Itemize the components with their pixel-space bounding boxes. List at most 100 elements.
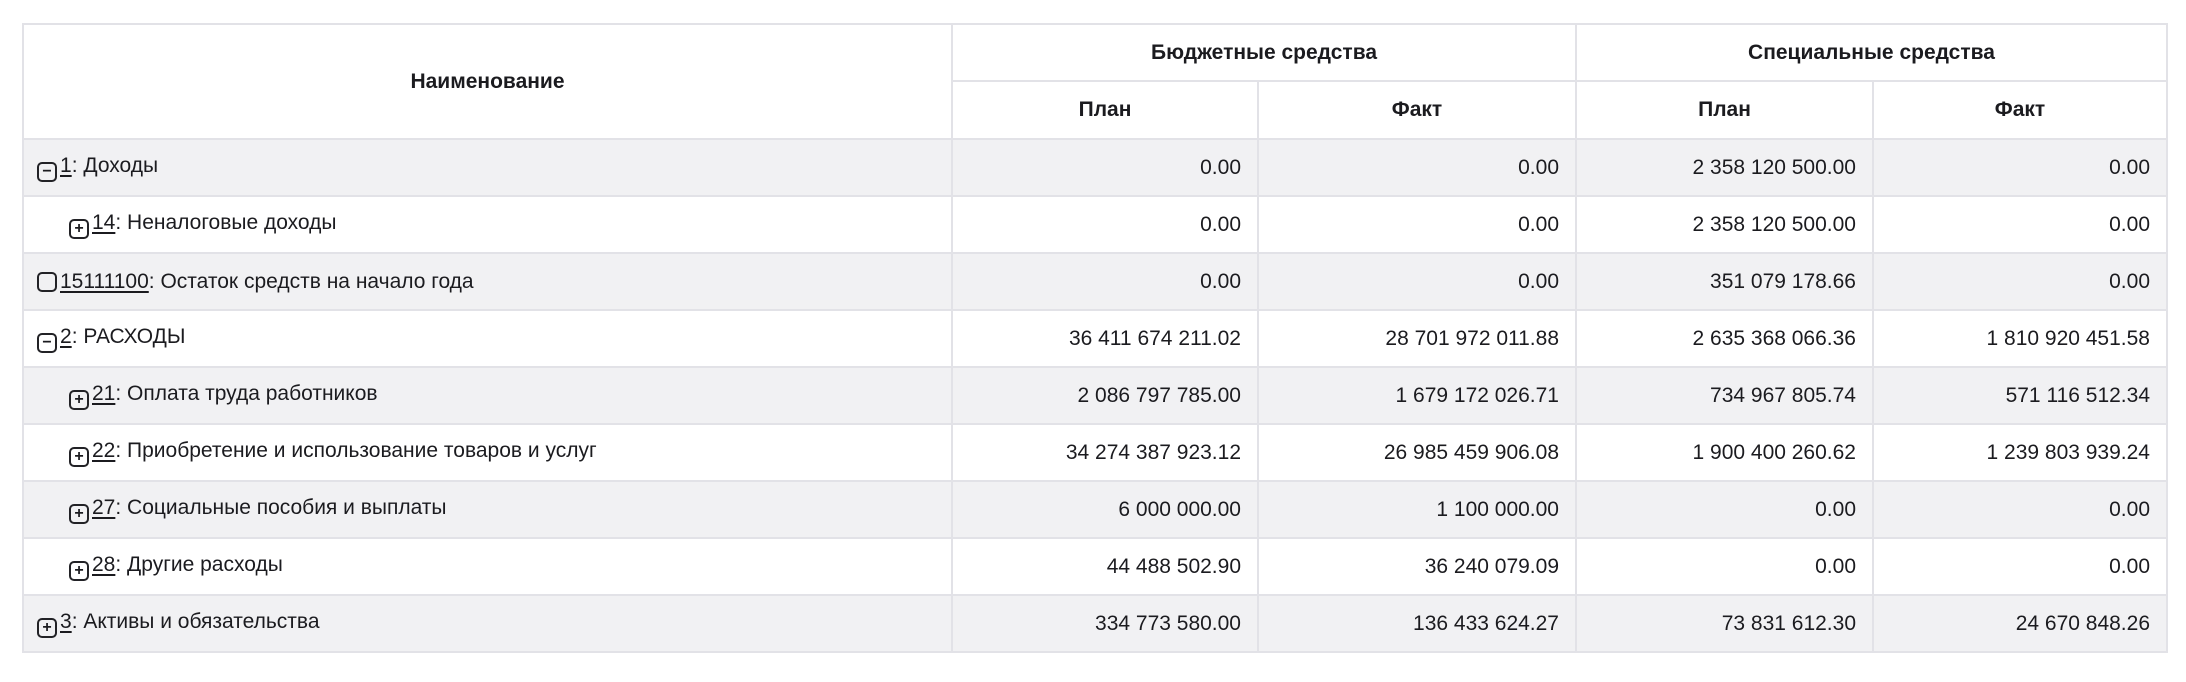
table-row: +27: Социальные пособия и выплаты 6 000 0… xyxy=(22,480,2168,539)
column-header-special-fact: Факт xyxy=(1872,80,2168,140)
budget-report-table: Наименование Бюджетные средства Специаль… xyxy=(22,23,2168,653)
column-header-budget-plan: План xyxy=(951,80,1259,140)
table-row: +21: Оплата труда работников 2 086 797 78… xyxy=(22,366,2168,425)
value-cell: 0.00 xyxy=(1872,138,2168,197)
value-cell: 0.00 xyxy=(1257,252,1577,311)
row-name: Оплата труда работников xyxy=(127,381,378,405)
value-cell: 6 000 000.00 xyxy=(951,480,1259,539)
value-cell: 136 433 624.27 xyxy=(1257,594,1577,653)
table-body: −1: Доходы 0.00 0.00 2 358 120 500.00 0.00 +1… xyxy=(22,138,2168,653)
value-cell: 0.00 xyxy=(1575,480,1874,539)
table-row: −2: РАСХОДЫ 36 411 674 211.02 28 701 972 0… xyxy=(22,309,2168,368)
column-header-budget-fact: Факт xyxy=(1257,80,1577,140)
value-cell: 1 810 920 451.58 xyxy=(1872,309,2168,368)
code-separator: : xyxy=(71,324,84,348)
value-cell: 44 488 502.90 xyxy=(951,537,1259,596)
expand-icon[interactable]: + xyxy=(69,503,89,524)
collapse-icon[interactable]: − xyxy=(37,332,57,353)
table-row: +3: Активы и обязательства 334 773 580.00… xyxy=(22,594,2168,653)
expand-icon[interactable]: + xyxy=(69,389,89,410)
row-name-cell: +3: Активы и обязательства xyxy=(22,594,953,653)
table-row: 15111100: Остаток средств на начало года… xyxy=(22,252,2168,311)
value-cell: 0.00 xyxy=(951,195,1259,254)
row-name-cell: +14: Неналоговые доходы xyxy=(22,195,953,254)
row-code-link[interactable]: 3 xyxy=(60,609,72,633)
value-cell: 0.00 xyxy=(1872,480,2168,539)
value-cell: 36 240 079.09 xyxy=(1257,537,1577,596)
value-cell: 0.00 xyxy=(951,138,1259,197)
value-cell: 1 100 000.00 xyxy=(1257,480,1577,539)
collapse-icon[interactable]: − xyxy=(37,161,57,182)
value-cell: 334 773 580.00 xyxy=(951,594,1259,653)
expand-icon[interactable]: + xyxy=(69,446,89,467)
value-cell: 571 116 512.34 xyxy=(1872,366,2168,425)
row-name: Социальные пособия и выплаты xyxy=(127,495,447,519)
value-cell: 351 079 178.66 xyxy=(1575,252,1874,311)
code-separator: : xyxy=(115,438,128,462)
expand-icon[interactable]: + xyxy=(37,617,57,638)
value-cell: 36 411 674 211.02 xyxy=(951,309,1259,368)
column-header-name: Наименование xyxy=(22,23,953,140)
table-header: Наименование Бюджетные средства Специаль… xyxy=(22,23,2168,140)
code-separator: : xyxy=(71,153,84,177)
row-name-cell: +27: Социальные пособия и выплаты xyxy=(22,480,953,539)
table-row: +22: Приобретение и использование товаро… xyxy=(22,423,2168,482)
row-name-cell: 15111100: Остаток средств на начало года xyxy=(22,252,953,311)
column-group-special-funds: Специальные средства xyxy=(1575,23,2168,82)
value-cell: 1 900 400 260.62 xyxy=(1575,423,1874,482)
row-name-cell: −1: Доходы xyxy=(22,138,953,197)
expand-icon[interactable]: + xyxy=(69,560,89,581)
code-separator: : xyxy=(115,552,128,576)
row-name: РАСХОДЫ xyxy=(83,324,186,348)
row-name: Остаток средств на начало года xyxy=(160,269,474,293)
value-cell: 2 358 120 500.00 xyxy=(1575,138,1874,197)
code-separator: : xyxy=(148,269,161,293)
value-cell: 0.00 xyxy=(1872,195,2168,254)
column-group-budget-funds: Бюджетные средства xyxy=(951,23,1577,82)
row-code-link[interactable]: 21 xyxy=(92,381,116,405)
value-cell: 26 985 459 906.08 xyxy=(1257,423,1577,482)
row-name-cell: +28: Другие расходы xyxy=(22,537,953,596)
table-row: +14: Неналоговые доходы 0.00 0.00 2 358 120… xyxy=(22,195,2168,254)
table-row: −1: Доходы 0.00 0.00 2 358 120 500.00 0.00 xyxy=(22,138,2168,197)
value-cell: 24 670 848.26 xyxy=(1872,594,2168,653)
value-cell: 73 831 612.30 xyxy=(1575,594,1874,653)
value-cell: 0.00 xyxy=(1575,537,1874,596)
expand-icon[interactable]: + xyxy=(69,218,89,239)
value-cell: 1 679 172 026.71 xyxy=(1257,366,1577,425)
row-code-link[interactable]: 2 xyxy=(60,324,72,348)
value-cell: 2 358 120 500.00 xyxy=(1575,195,1874,254)
value-cell: 2 086 797 785.00 xyxy=(951,366,1259,425)
value-cell: 734 967 805.74 xyxy=(1575,366,1874,425)
row-code-link[interactable]: 14 xyxy=(92,210,116,234)
row-code-link[interactable]: 15111100 xyxy=(60,269,149,293)
row-name-cell: −2: РАСХОДЫ xyxy=(22,309,953,368)
row-name-cell: +22: Приобретение и использование товаро… xyxy=(22,423,953,482)
value-cell: 2 635 368 066.36 xyxy=(1575,309,1874,368)
code-separator: : xyxy=(71,609,84,633)
value-cell: 34 274 387 923.12 xyxy=(951,423,1259,482)
row-code-link[interactable]: 27 xyxy=(92,495,116,519)
row-code-link[interactable]: 1 xyxy=(60,153,72,177)
table-row: +28: Другие расходы 44 488 502.90 36 240 0… xyxy=(22,537,2168,596)
value-cell: 28 701 972 011.88 xyxy=(1257,309,1577,368)
leaf-box-icon xyxy=(37,271,57,292)
row-code-link[interactable]: 22 xyxy=(92,438,116,462)
value-cell: 0.00 xyxy=(951,252,1259,311)
row-code-link[interactable]: 28 xyxy=(92,552,116,576)
row-name-cell: +21: Оплата труда работников xyxy=(22,366,953,425)
code-separator: : xyxy=(115,495,128,519)
row-name: Неналоговые доходы xyxy=(127,210,337,234)
value-cell: 0.00 xyxy=(1872,537,2168,596)
value-cell: 0.00 xyxy=(1872,252,2168,311)
row-name: Приобретение и использование товаров и у… xyxy=(127,438,597,462)
value-cell: 0.00 xyxy=(1257,138,1577,197)
column-header-special-plan: План xyxy=(1575,80,1874,140)
code-separator: : xyxy=(115,381,128,405)
value-cell: 1 239 803 939.24 xyxy=(1872,423,2168,482)
code-separator: : xyxy=(115,210,128,234)
row-name: Доходы xyxy=(83,153,159,177)
row-name: Другие расходы xyxy=(127,552,283,576)
budget-report: Наименование Бюджетные средства Специаль… xyxy=(22,23,2168,653)
row-name: Активы и обязательства xyxy=(83,609,320,633)
